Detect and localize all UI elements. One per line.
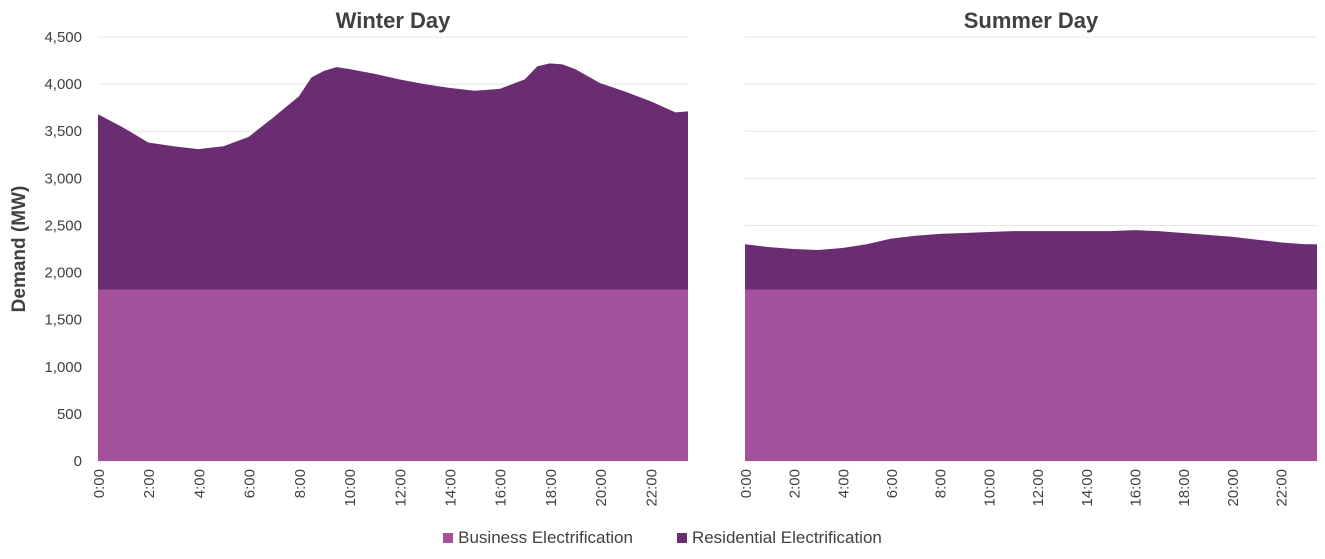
- y-tick-label: 0: [74, 453, 82, 470]
- y-tick-label: 4,500: [44, 29, 82, 46]
- x-tick-label: 18:00: [543, 469, 560, 507]
- x-tick-label: 6:00: [242, 469, 259, 498]
- y-tick-label: 2,000: [44, 265, 82, 282]
- x-tick-label: 12:00: [1030, 469, 1047, 507]
- x-tick-label: 12:00: [392, 469, 409, 507]
- x-tick-label: 20:00: [593, 469, 610, 507]
- panel-title: Summer Day: [964, 8, 1099, 33]
- y-tick-label: 1,500: [44, 312, 82, 329]
- panel-title: Winter Day: [336, 8, 451, 33]
- y-tick-label: 3,500: [44, 123, 82, 140]
- area-business-summer: [745, 289, 1317, 461]
- x-tick-label: 2:00: [787, 469, 804, 498]
- legend-label-business: Business Electrification: [458, 528, 633, 547]
- x-tick-label: 2:00: [141, 469, 158, 498]
- y-tick-label: 4,000: [44, 76, 82, 93]
- x-tick-label: 0:00: [91, 469, 108, 498]
- area-residential-summer: [745, 230, 1317, 290]
- x-tick-label: 16:00: [1127, 469, 1144, 507]
- y-tick-label: 500: [57, 406, 82, 423]
- x-tick-label: 22:00: [643, 469, 660, 507]
- x-tick-label: 10:00: [342, 469, 359, 507]
- area-business-winter: [98, 289, 688, 461]
- x-tick-label: 8:00: [933, 469, 950, 498]
- legend-swatch-residential: [676, 533, 687, 543]
- legend-swatch-business: [443, 533, 454, 543]
- legend-label-residential: Residential Electrification: [691, 528, 882, 547]
- x-tick-label: 6:00: [884, 469, 901, 498]
- chart-legend: Business Electrification Residential Ele…: [0, 527, 1325, 549]
- x-tick-label: 8:00: [292, 469, 309, 498]
- x-tick-label: 14:00: [1079, 469, 1096, 507]
- y-tick-label: 3,000: [44, 170, 82, 187]
- y-tick-label: 1,000: [44, 359, 82, 376]
- x-tick-label: 4:00: [191, 469, 208, 498]
- x-tick-label: 4:00: [835, 469, 852, 498]
- x-tick-label: 20:00: [1225, 469, 1242, 507]
- x-tick-label: 16:00: [493, 469, 510, 507]
- x-tick-label: 10:00: [981, 469, 998, 507]
- legend-item-residential: Residential Electrification: [676, 528, 882, 548]
- legend-item-business: Business Electrification: [443, 528, 633, 548]
- y-axis-label: Demand (MW): [9, 186, 30, 313]
- x-tick-label: 22:00: [1273, 469, 1290, 507]
- area-residential-winter: [98, 63, 688, 290]
- y-tick-label: 2,500: [44, 217, 82, 234]
- x-tick-label: 0:00: [738, 469, 755, 498]
- x-tick-label: 18:00: [1176, 469, 1193, 507]
- x-tick-label: 14:00: [442, 469, 459, 507]
